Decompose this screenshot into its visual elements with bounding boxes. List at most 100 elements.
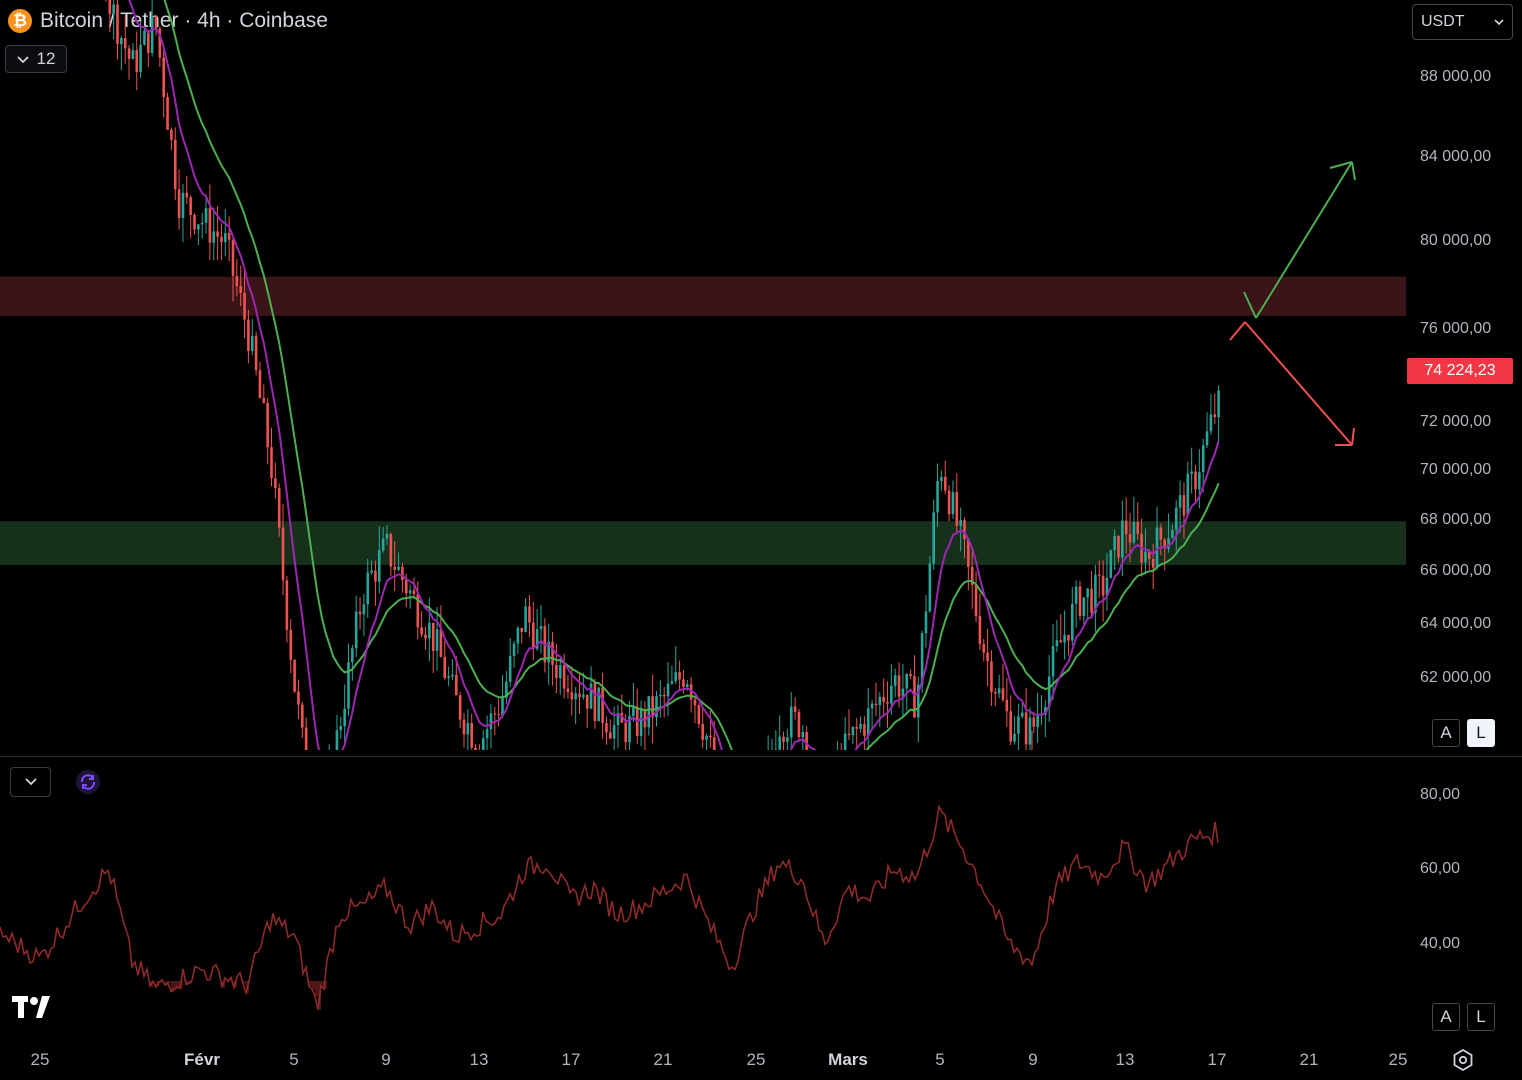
chevron-down-icon <box>1494 13 1504 31</box>
candle-body <box>624 722 627 743</box>
candle-body <box>539 626 543 630</box>
candle-body <box>1178 495 1182 508</box>
price-label: 88 000,00 <box>1420 68 1492 85</box>
candle-body <box>570 692 574 700</box>
candle-body <box>1186 473 1190 516</box>
candle-body <box>335 730 339 750</box>
rsi-auto-scale-button[interactable]: A <box>1432 1003 1460 1031</box>
candle-body <box>235 275 239 286</box>
time-label: 5 <box>935 1050 945 1069</box>
tradingview-logo[interactable] <box>12 994 58 1025</box>
candle-body <box>193 215 196 230</box>
candle-body <box>439 629 443 657</box>
candle-body <box>162 57 165 97</box>
pane-divider[interactable] <box>0 756 1522 757</box>
currency-value: USDT <box>1421 13 1465 30</box>
settings-icon[interactable] <box>1451 1048 1475 1072</box>
candle-body <box>562 665 566 689</box>
candle-body <box>943 476 947 491</box>
price-chart[interactable] <box>0 0 1406 750</box>
candle-body <box>528 606 531 623</box>
candle-body <box>786 737 789 742</box>
time-label: 13 <box>469 1050 489 1069</box>
candle-body <box>1020 712 1024 717</box>
candle-body <box>158 28 162 58</box>
candle-body <box>547 641 550 663</box>
log-scale-button[interactable]: L <box>1467 719 1495 747</box>
candle-body <box>1105 577 1109 596</box>
candle-body <box>1182 495 1186 516</box>
candle-body <box>974 584 978 617</box>
candle-body <box>408 590 412 594</box>
rsi-collapse-button[interactable] <box>10 767 51 797</box>
symbol-title[interactable]: Bitcoin / Tether · 4h · Coinbase <box>40 9 328 32</box>
candle-body <box>466 723 470 735</box>
candle-body <box>1071 603 1074 641</box>
rsi-log-scale-button[interactable]: L <box>1467 1003 1495 1031</box>
candle-body <box>254 335 258 371</box>
candle-body <box>1094 574 1097 613</box>
candle-body <box>231 239 235 276</box>
candle-body <box>239 285 242 293</box>
candle-body <box>578 693 581 698</box>
candle-body <box>1167 538 1170 549</box>
candle-body <box>682 679 685 688</box>
candle-body <box>951 492 955 515</box>
candle-body <box>512 643 516 657</box>
candle-body <box>289 629 293 660</box>
candle-body <box>705 735 708 740</box>
candle-body <box>123 38 127 49</box>
candle-body <box>139 44 142 72</box>
candle-body <box>793 706 797 712</box>
candle-body <box>963 520 966 540</box>
candle-body <box>177 189 181 218</box>
candle-body <box>1005 699 1009 712</box>
candle-body <box>990 661 993 692</box>
candle-body <box>1190 471 1193 474</box>
auto-scale-button[interactable]: A <box>1432 719 1460 747</box>
rsi-chart[interactable] <box>0 760 1406 1040</box>
candle-body <box>1213 414 1217 418</box>
candle-body <box>447 676 450 679</box>
candle-body <box>855 726 858 729</box>
candle-body <box>532 622 535 649</box>
candle-body <box>216 231 219 237</box>
candle-body <box>431 622 435 651</box>
candle-body <box>712 737 716 750</box>
candle-body <box>1059 640 1063 643</box>
candle-body <box>709 735 712 738</box>
candle-body <box>909 674 912 677</box>
candle-body <box>508 656 512 682</box>
candle-body <box>801 731 805 738</box>
candle-body <box>424 634 427 639</box>
candle-body <box>370 570 373 573</box>
candle-body <box>516 627 520 644</box>
candle-body <box>928 563 932 612</box>
currency-select[interactable]: USDT <box>1412 4 1513 40</box>
candle-body <box>628 716 631 743</box>
time-label: Mars <box>828 1050 868 1069</box>
refresh-icon[interactable] <box>76 770 100 794</box>
candle-body <box>374 570 377 582</box>
candle-body <box>558 665 562 679</box>
candle-body <box>131 50 135 59</box>
candle-body <box>655 696 658 718</box>
candle-body <box>470 723 473 748</box>
last-price-badge: 74 224,23 <box>1407 358 1513 384</box>
price-label: 70 000,00 <box>1420 461 1492 478</box>
candle-body <box>1209 414 1213 432</box>
candle-body <box>890 685 893 704</box>
candle-body <box>1047 676 1051 708</box>
candle-body <box>420 627 423 635</box>
candle-body <box>297 691 300 705</box>
candle-body <box>1194 471 1197 490</box>
candle-body <box>208 208 212 243</box>
candle-body <box>994 691 997 694</box>
candle-body <box>697 705 701 725</box>
candle-body <box>170 129 173 140</box>
candle-body <box>451 674 454 677</box>
indicators-toggle-button[interactable]: 12 <box>5 45 67 73</box>
candle-body <box>797 711 801 738</box>
time-label: 25 <box>1388 1050 1408 1069</box>
candle-body <box>670 681 674 684</box>
